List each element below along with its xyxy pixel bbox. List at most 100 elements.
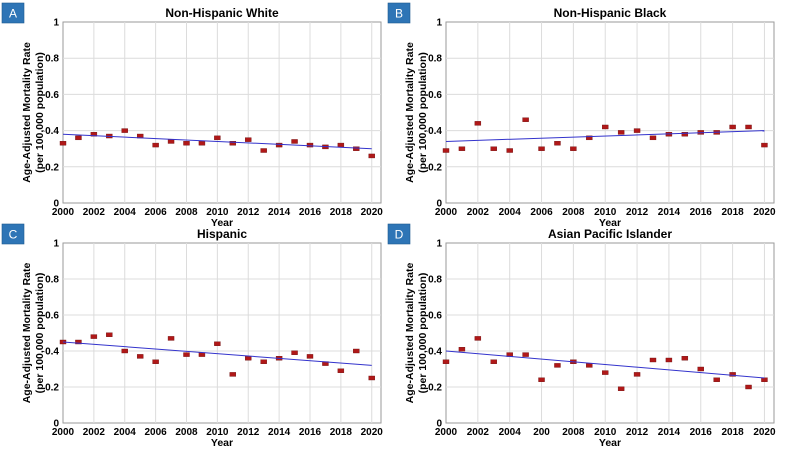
x-tick-label: 2018 <box>330 207 353 218</box>
data-point <box>229 141 237 146</box>
trend-line <box>62 341 372 366</box>
data-point <box>538 377 545 382</box>
data-point <box>729 372 736 377</box>
x-tick-label: 2014 <box>268 427 291 438</box>
data-point <box>474 336 482 341</box>
y-axis-label-units: (per 100,000 population) <box>34 273 46 394</box>
data-point <box>121 128 128 133</box>
y-tick-label: 1 <box>436 239 442 250</box>
data-point <box>490 359 497 364</box>
data-point <box>458 146 466 151</box>
data-point <box>229 372 237 377</box>
data-point <box>121 348 128 354</box>
data-point <box>90 132 98 137</box>
data-point <box>183 141 190 146</box>
panel-title: Non-Hispanic Black <box>554 6 667 20</box>
plot-area <box>62 242 382 424</box>
x-tick-label: 2002 <box>467 207 490 218</box>
x-tick-label: 2002 <box>467 427 490 438</box>
x-tick-label: 2008 <box>175 427 198 438</box>
x-tick-label: 2010 <box>594 207 617 218</box>
y-axis-label: Age-Adjusted Mortality Rate <box>404 42 416 183</box>
panel-c: 0 0.2 0.4 0.6 0.8 1 2000 2002 2004 2006 2008 2010 20… <box>1 223 383 449</box>
x-tick-label: 2002 <box>83 427 106 438</box>
x-tick-label: 2006 <box>530 207 553 218</box>
y-tick-label: 0.4 <box>45 347 59 358</box>
data-point <box>681 356 689 361</box>
data-point <box>368 153 375 159</box>
panel-label-text: B <box>395 7 403 21</box>
x-tick-label: 2010 <box>206 427 229 438</box>
data-point <box>353 348 360 354</box>
panel-title: Hispanic <box>197 227 247 241</box>
x-tick-label: 2016 <box>299 427 322 438</box>
data-point <box>458 347 466 352</box>
data-point <box>745 384 752 390</box>
x-tick-label: 2000 <box>52 427 75 438</box>
y-tick-label: 0 <box>53 419 59 430</box>
data-point <box>59 141 67 146</box>
data-point <box>617 386 625 391</box>
data-point <box>522 352 529 357</box>
data-point <box>75 339 82 345</box>
data-point <box>306 354 314 359</box>
y-axis-label: Age-Adjusted Mortality Rate <box>21 263 33 404</box>
x-tick-label: 2016 <box>299 207 322 218</box>
y-tick-label: 0.2 <box>428 162 442 173</box>
panel-label-text: D <box>395 228 404 242</box>
data-point <box>633 128 641 133</box>
x-axis-label: Year <box>599 437 621 449</box>
y-tick-label: 0.6 <box>428 311 442 322</box>
data-point <box>442 148 450 153</box>
data-point <box>602 124 609 130</box>
y-tick-label: 0 <box>53 199 59 210</box>
data-point <box>649 357 657 363</box>
x-tick-label: 2020 <box>361 207 384 218</box>
data-point <box>474 121 482 126</box>
y-tick-label: 0.4 <box>428 126 442 137</box>
data-point <box>183 352 190 357</box>
data-point <box>745 124 752 130</box>
y-tick-label: 0.6 <box>428 90 442 101</box>
data-point <box>245 356 252 361</box>
data-point <box>713 377 720 382</box>
y-tick-label: 0.2 <box>45 162 59 173</box>
data-point <box>106 332 113 337</box>
trend-line <box>445 130 765 142</box>
data-point <box>337 142 345 148</box>
x-tick-label: 2000 <box>52 207 75 218</box>
x-axis-label: Year <box>599 217 621 229</box>
x-tick-label: 2012 <box>626 427 649 438</box>
y-tick-label: 0.4 <box>428 347 442 358</box>
y-tick-label: 0.8 <box>45 54 59 65</box>
data-point <box>136 354 144 359</box>
data-point <box>260 148 267 153</box>
data-point <box>617 130 625 135</box>
plot-area <box>62 21 382 204</box>
data-point <box>697 366 704 372</box>
data-point <box>665 357 673 363</box>
y-tick-label: 1 <box>436 18 442 29</box>
data-point <box>490 146 497 151</box>
y-tick-label: 0.8 <box>428 54 442 65</box>
data-point <box>506 148 513 153</box>
panel-b: 0 0.2 0.4 0.6 0.8 1 2000 2002 2004 2006 2008 2010 20… <box>387 2 776 229</box>
x-tick-label: 2012 <box>237 207 260 218</box>
data-point <box>75 135 82 141</box>
data-point <box>368 375 375 381</box>
y-tick-label: 0.6 <box>45 90 59 101</box>
y-axis-label: Age-Adjusted Mortality Rate <box>21 42 33 183</box>
y-tick-label: 1 <box>53 18 59 29</box>
y-tick-label: 0 <box>436 419 442 430</box>
x-tick-label: 2020 <box>753 207 776 218</box>
x-tick-label: 2010 <box>206 207 229 218</box>
data-point <box>586 135 593 141</box>
data-point <box>353 146 360 151</box>
data-point <box>198 141 206 146</box>
x-tick-label: 2000 <box>435 427 458 438</box>
x-tick-label: 2006 <box>144 427 167 438</box>
data-point <box>167 336 175 341</box>
x-tick-label: 2008 <box>562 427 585 438</box>
data-point <box>554 363 561 368</box>
